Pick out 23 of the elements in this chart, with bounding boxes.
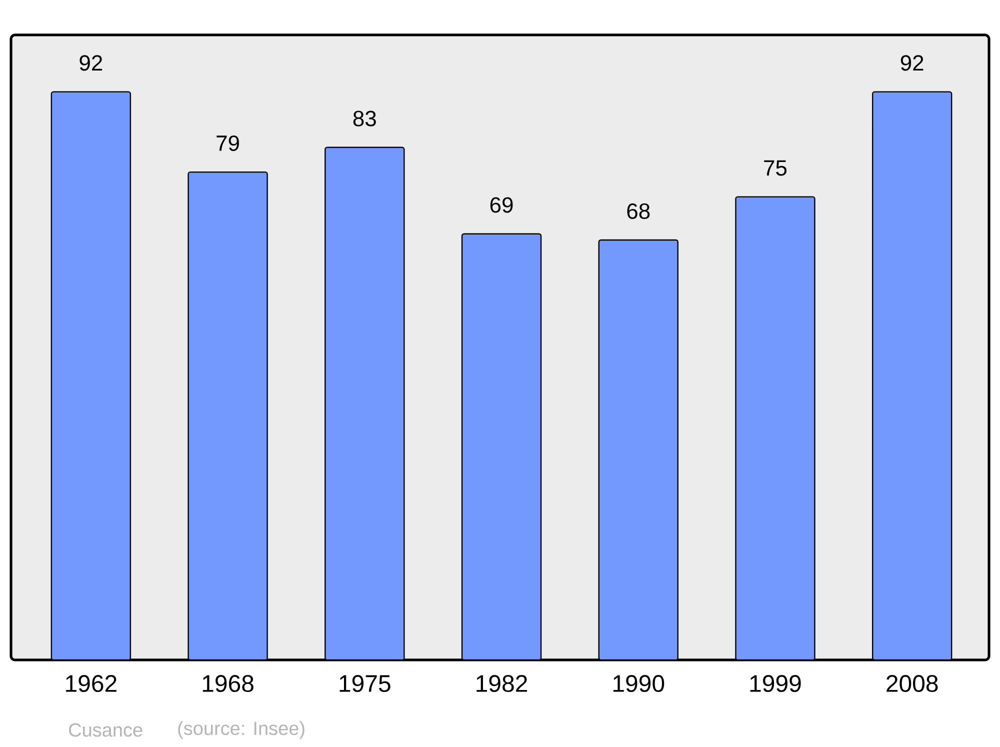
data-label: 69 [490,197,513,213]
text: (source: Insee) [178,721,304,739]
x-tick-label: 1962 [66,675,116,692]
x-tick-label: 1975 [340,675,390,692]
bar [50,91,132,660]
bar [872,91,952,660]
x-tick-label: 1990 [613,675,664,692]
bar [188,171,268,660]
text: Cusance [69,723,142,737]
data-label: 92 [900,55,924,71]
data-label: 83 [353,110,376,126]
bar [461,233,542,660]
data-label: 68 [627,203,650,219]
bar [598,239,678,660]
data-label: 79 [216,135,239,152]
data-label: 92 [80,55,102,71]
x-tick-label: 1982 [476,675,527,692]
x-tick-label: 2008 [886,675,938,692]
bar [324,146,405,660]
x-tick-label: 1968 [202,675,254,692]
bar [735,196,816,660]
x-tick-label: 1999 [750,675,801,692]
data-label: 75 [764,160,787,176]
